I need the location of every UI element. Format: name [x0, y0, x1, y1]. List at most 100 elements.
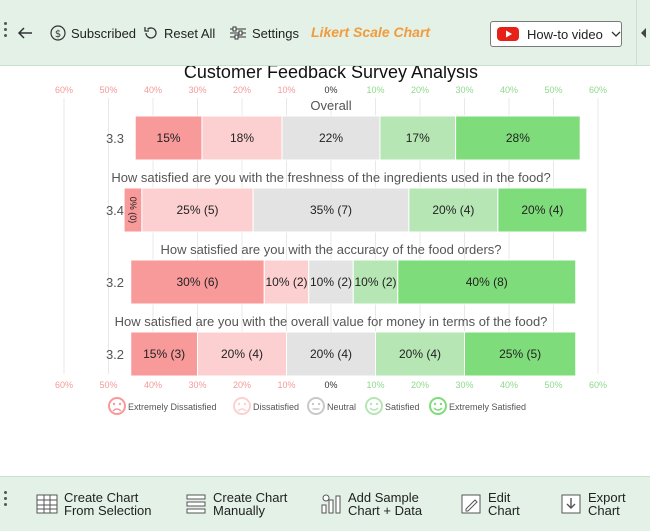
- export-chart-line2: Chart: [588, 503, 620, 518]
- axis-tick-label-top: 10%: [277, 85, 295, 95]
- legend-emoji-eye: [243, 402, 247, 406]
- axis-tick-label-bottom: 50%: [99, 380, 117, 390]
- create-chart-manually-button[interactable]: Create Chart Manually: [185, 486, 287, 522]
- data-label: 15%: [157, 131, 181, 145]
- edit-chart-line1: Edit: [488, 490, 511, 505]
- chevron-down-icon: [611, 31, 621, 37]
- legend-emoji-mouth: [237, 408, 247, 412]
- collapse-panel-button[interactable]: [636, 0, 650, 66]
- data-label: 15% (3): [143, 347, 185, 361]
- bar-segment: [134, 115, 203, 161]
- bar-segment: [130, 331, 198, 377]
- sliders-icon: [230, 26, 246, 40]
- youtube-icon: [497, 27, 519, 41]
- reset-all-button[interactable]: Reset All: [143, 20, 215, 46]
- axis-tick-label-top: 60%: [55, 85, 73, 95]
- data-label: 20% (4): [310, 347, 352, 361]
- question-label: How satisfied are you with the overall v…: [115, 314, 548, 329]
- legend-label: Satisfied: [385, 402, 420, 412]
- back-arrow-icon: [17, 27, 32, 39]
- svg-text:$: $: [55, 29, 61, 40]
- bar-segment: [397, 259, 577, 305]
- data-label: 28%: [506, 131, 530, 145]
- data-label: 40% (8): [466, 275, 508, 289]
- data-label: 20% (4): [432, 203, 474, 217]
- data-label: 0% (0): [128, 197, 138, 224]
- data-label: 18%: [230, 131, 254, 145]
- legend-emoji-icon: [365, 397, 383, 415]
- bottom-drag-handle-icon[interactable]: [4, 491, 8, 509]
- axis-tick-label-bottom: 10%: [366, 380, 384, 390]
- mean-score: 3.2: [106, 347, 124, 362]
- manual-rows-icon: [186, 494, 206, 514]
- axis-tick-label-top: 50%: [544, 85, 562, 95]
- bottom-toolbar: Create Chart From Selection Create Chart M…: [0, 476, 650, 531]
- bar-segment: [375, 331, 465, 377]
- export-chart-button[interactable]: Export Chart: [560, 486, 626, 522]
- add-sample-chart-button[interactable]: Add Sample Chart + Data: [320, 486, 422, 522]
- subscribed-button[interactable]: $ Subscribed: [50, 20, 136, 46]
- axis-tick-label-bottom: 10%: [277, 380, 295, 390]
- axis-tick-label-bottom: 50%: [544, 380, 562, 390]
- chevron-left-icon: [641, 28, 646, 38]
- legend-emoji-eye: [311, 402, 315, 406]
- legend-emoji-mouth: [112, 408, 122, 412]
- bar-segment: [141, 187, 254, 233]
- axis-tick-label-bottom: 30%: [188, 380, 206, 390]
- data-label: 10% (2): [354, 275, 396, 289]
- axis-tick-label-top: 20%: [411, 85, 429, 95]
- axis-tick-label-top: 50%: [99, 85, 117, 95]
- data-label: 20% (4): [521, 203, 563, 217]
- axis-tick-label-bottom: 0%: [324, 380, 337, 390]
- sample-chart-icon: [321, 494, 341, 514]
- axis-tick-label-bottom: 30%: [455, 380, 473, 390]
- create-chart-from-selection-button[interactable]: Create Chart From Selection: [36, 486, 151, 522]
- legend-label: Neutral: [327, 402, 356, 412]
- chart-title: Customer Feedback Survey Analysis: [184, 66, 478, 82]
- axis-tick-label-bottom: 60%: [55, 380, 73, 390]
- back-button[interactable]: [16, 20, 39, 46]
- legend-label: Extremely Satisfied: [449, 402, 526, 412]
- how-to-video-dropdown[interactable]: How-to video: [490, 21, 622, 47]
- edit-chart-line2: Chart: [488, 503, 520, 518]
- data-label: 10% (2): [310, 275, 352, 289]
- legend-emoji-icon: [307, 397, 325, 415]
- legend-emoji-icon: [429, 397, 447, 415]
- data-label: 30% (6): [176, 275, 218, 289]
- axis-tick-label-top: 40%: [500, 85, 518, 95]
- likert-chart-svg: Customer Feedback Survey Analysis 60% 60% 5…: [55, 62, 607, 415]
- bar-segment: [263, 259, 310, 305]
- axis-tick-label-bottom: 20%: [233, 380, 251, 390]
- edit-chart-button[interactable]: Edit Chart: [460, 486, 520, 522]
- legend-emoji-eye: [433, 402, 437, 406]
- export-icon: [561, 494, 581, 514]
- edit-chart-icon: [461, 494, 481, 514]
- data-label: 35% (7): [310, 203, 352, 217]
- axis-tick-label-bottom: 40%: [500, 380, 518, 390]
- top-toolbar: $ Subscribed Reset All Settings Likert S…: [0, 0, 650, 66]
- bar-segment: [464, 331, 577, 377]
- create-manually-line1: Create Chart: [213, 490, 288, 505]
- dollar-circle-icon: $: [50, 25, 66, 41]
- axis-tick-label-bottom: 20%: [411, 380, 429, 390]
- data-label: 25% (5): [499, 347, 541, 361]
- create-from-selection-line1: Create Chart: [64, 490, 139, 505]
- axis-tick-label-top: 10%: [366, 85, 384, 95]
- mean-score: 3.4: [106, 203, 124, 218]
- axis-tick-label-top: 60%: [589, 85, 607, 95]
- legend-emoji-eye: [237, 402, 241, 406]
- settings-label: Settings: [252, 25, 299, 41]
- reset-icon: [144, 27, 157, 39]
- app-title: Likert Scale Chart: [311, 24, 431, 40]
- settings-button[interactable]: Settings: [229, 20, 299, 46]
- bar-segment: [130, 259, 265, 305]
- subscribed-label: Subscribed: [71, 25, 137, 41]
- legend-label: Dissatisfied: [253, 402, 299, 412]
- drag-handle-icon[interactable]: [4, 22, 8, 40]
- table-grid-icon: [36, 494, 58, 514]
- data-label: 22%: [319, 131, 343, 145]
- bar-segment: [281, 115, 381, 161]
- bar-segment: [497, 187, 588, 233]
- legend-emoji-icon: [233, 397, 251, 415]
- question-label: How satisfied are you with the freshness…: [111, 170, 550, 185]
